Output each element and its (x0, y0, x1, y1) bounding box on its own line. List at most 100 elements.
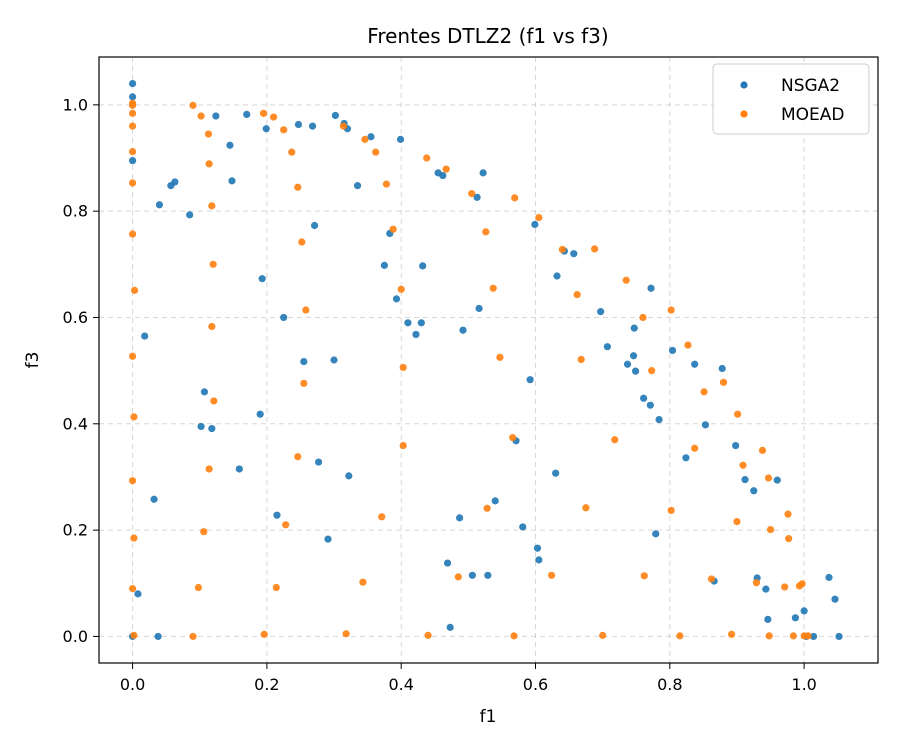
data-point-nsga2 (640, 394, 648, 402)
data-point-moead (128, 477, 137, 485)
data-point-moead (667, 506, 675, 515)
data-point-moead (210, 397, 218, 405)
data-point-moead (719, 378, 728, 386)
data-point-nsga2 (294, 120, 303, 129)
legend-marker-moead (740, 110, 748, 118)
data-point-moead (204, 130, 213, 138)
data-point-moead (361, 135, 369, 143)
data-point-nsga2 (646, 401, 654, 409)
y-tick-label: 0.2 (63, 521, 88, 540)
data-point-nsga2 (762, 585, 770, 593)
data-point-nsga2 (134, 590, 142, 598)
data-point-moead (294, 183, 302, 191)
data-point-nsga2 (367, 133, 375, 141)
data-point-moead (288, 148, 296, 156)
data-point-nsga2 (396, 135, 405, 143)
legend-box (712, 63, 870, 135)
data-point-nsga2 (473, 193, 481, 201)
data-point-moead (205, 465, 213, 473)
data-point-nsga2 (212, 112, 220, 120)
data-point-moead (798, 580, 806, 588)
data-point-nsga2 (535, 556, 543, 564)
data-point-moead (209, 260, 217, 268)
data-point-nsga2 (597, 308, 605, 316)
data-point-moead (359, 578, 367, 586)
data-point-moead (399, 363, 407, 372)
data-point-nsga2 (652, 530, 660, 538)
x-axis-label: f1 (480, 707, 497, 727)
data-point-moead (573, 291, 581, 299)
data-point-moead (282, 521, 290, 529)
data-point-nsga2 (128, 157, 137, 165)
data-point-moead (707, 575, 716, 583)
x-tick-label: 0.8 (657, 675, 682, 694)
data-point-nsga2 (308, 122, 317, 130)
data-point-moead (599, 631, 607, 639)
legend-label-moead: MOEAD (781, 105, 845, 125)
data-point-nsga2 (171, 178, 179, 186)
data-point-moead (764, 474, 773, 482)
x-tick-label: 0.0 (120, 675, 145, 694)
data-point-moead (482, 228, 490, 236)
data-point-nsga2 (141, 332, 149, 340)
data-point-moead (389, 225, 397, 233)
data-point-moead (298, 238, 306, 246)
data-point-nsga2 (380, 261, 389, 269)
data-point-nsga2 (570, 250, 578, 258)
data-point-moead (496, 353, 504, 361)
legend-marker-nsga2 (740, 81, 748, 89)
data-point-moead (468, 190, 476, 198)
data-point-nsga2 (226, 141, 234, 149)
data-point-moead (454, 573, 462, 581)
data-point-nsga2 (443, 559, 452, 567)
data-point-moead (781, 583, 789, 591)
data-point-nsga2 (412, 330, 420, 339)
legend-label-nsga2: NSGA2 (781, 76, 840, 96)
data-point-moead (483, 504, 491, 512)
data-point-moead (342, 630, 350, 638)
data-point-nsga2 (655, 415, 663, 424)
data-point-nsga2 (300, 357, 308, 366)
data-point-moead (728, 630, 736, 638)
data-point-nsga2 (835, 632, 843, 641)
data-point-moead (128, 584, 137, 593)
series-moead (128, 99, 812, 641)
x-tick-label: 0.6 (523, 675, 548, 694)
data-point-moead (189, 101, 197, 109)
data-point-moead (558, 245, 566, 254)
data-point-nsga2 (831, 595, 839, 603)
data-point-nsga2 (243, 110, 251, 119)
data-point-nsga2 (825, 573, 833, 582)
data-point-nsga2 (533, 544, 542, 552)
data-point-moead (189, 632, 197, 641)
data-point-moead (548, 571, 556, 579)
data-point-nsga2 (128, 79, 137, 88)
data-point-nsga2 (484, 571, 492, 579)
data-point-nsga2 (353, 182, 362, 190)
data-point-nsga2 (718, 364, 726, 373)
y-tick-label: 0.6 (63, 308, 88, 327)
data-point-moead (700, 388, 708, 396)
data-point-nsga2 (519, 523, 527, 531)
data-point-nsga2 (491, 497, 499, 505)
data-point-nsga2 (310, 221, 319, 230)
data-point-nsga2 (691, 360, 699, 368)
data-point-nsga2 (324, 535, 332, 543)
data-point-moead (260, 630, 268, 638)
data-point-moead (511, 194, 519, 202)
data-point-moead (128, 179, 137, 187)
data-point-moead (489, 284, 497, 292)
data-point-nsga2 (647, 284, 655, 292)
data-point-nsga2 (631, 367, 640, 375)
data-point-moead (442, 165, 450, 173)
data-point-moead (280, 126, 288, 134)
data-point-nsga2 (228, 177, 236, 185)
data-point-nsga2 (773, 476, 781, 484)
data-point-moead (733, 518, 741, 526)
data-point-moead (130, 631, 138, 639)
data-point-nsga2 (629, 352, 638, 360)
data-point-moead (208, 322, 216, 331)
data-point-moead (300, 379, 308, 387)
data-point-nsga2 (392, 295, 401, 303)
data-point-moead (128, 352, 137, 360)
